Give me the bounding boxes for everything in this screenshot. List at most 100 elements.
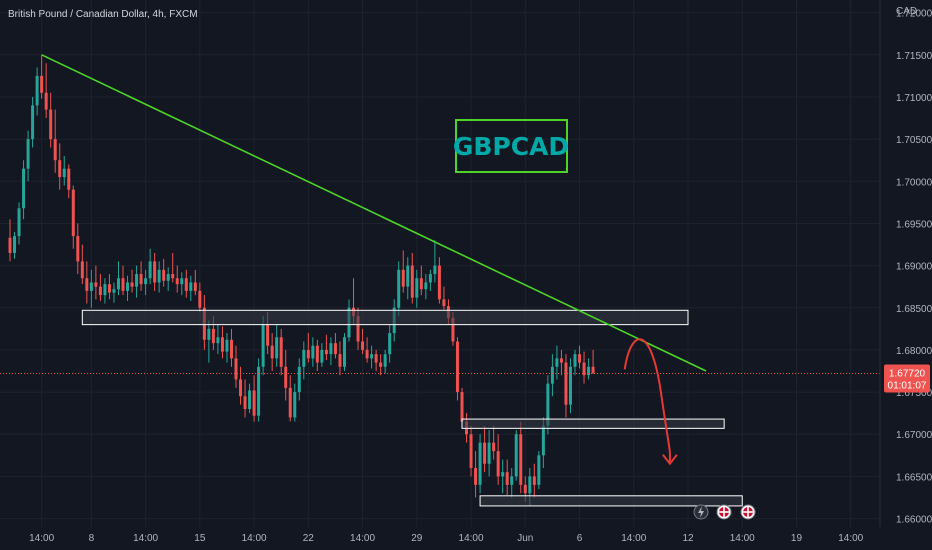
candlestick-series — [8, 54, 595, 506]
candle-body — [510, 476, 514, 485]
candle-body — [175, 278, 179, 285]
candle-body — [80, 261, 84, 279]
uk-flag-icon[interactable] — [716, 504, 732, 520]
candle-body — [189, 282, 193, 291]
candle-body — [315, 345, 319, 363]
candle-bearish — [532, 463, 536, 498]
candle-body — [379, 362, 383, 367]
candle-body — [121, 278, 125, 291]
candle-bearish — [410, 252, 414, 304]
candle-bullish — [537, 451, 541, 490]
candle-body — [383, 354, 387, 367]
time-tick-label: 14:00 — [838, 533, 863, 544]
candle-bearish — [365, 337, 369, 363]
candle-body — [153, 261, 157, 283]
candle-bearish — [184, 269, 188, 298]
candle-body — [428, 274, 432, 283]
candle-body — [35, 75, 39, 106]
candle-body — [537, 455, 541, 485]
candle-bullish — [62, 155, 66, 186]
candle-body — [112, 289, 116, 293]
candle-bearish — [582, 351, 586, 384]
candle-bearish — [49, 92, 53, 148]
candle-bearish — [496, 434, 500, 485]
zone-rectangle[interactable] — [461, 418, 725, 429]
candle-body — [361, 341, 365, 350]
candle-bearish — [361, 328, 365, 355]
zone-rectangle[interactable] — [479, 495, 743, 507]
candle-bearish — [234, 345, 238, 388]
candle-bearish — [139, 261, 143, 291]
chart-grid — [0, 0, 880, 527]
candle-bearish — [171, 252, 175, 283]
candle-bearish — [80, 244, 84, 285]
candle-body — [180, 278, 184, 285]
projection-arrow[interactable] — [623, 338, 678, 466]
candle-body — [17, 208, 21, 237]
candle-body — [207, 328, 211, 340]
candle-body — [469, 434, 473, 468]
lightning-icon[interactable] — [693, 504, 709, 520]
event-icons[interactable] — [693, 504, 756, 520]
candle-bearish — [315, 339, 319, 372]
candle-body — [270, 345, 274, 359]
candle-bearish — [94, 265, 98, 300]
candle-bullish — [275, 324, 279, 367]
candle-body — [198, 290, 202, 308]
candle-bullish — [573, 349, 577, 376]
candle-body — [492, 442, 496, 452]
candle-bearish — [252, 375, 256, 422]
candle-bearish — [559, 349, 563, 376]
candle-bearish — [379, 354, 383, 376]
candle-bearish — [374, 349, 378, 372]
candle-bearish — [243, 379, 247, 418]
candle-body — [297, 366, 301, 393]
candle-body — [437, 265, 441, 300]
uk-flag-icon[interactable] — [740, 504, 756, 520]
candle-bullish — [383, 349, 387, 374]
descending-trendline[interactable] — [41, 54, 707, 372]
candle-bullish — [397, 261, 401, 317]
candle-bullish — [35, 67, 39, 116]
candle-body — [98, 286, 102, 296]
candle-body — [564, 362, 568, 405]
candle-bearish — [578, 345, 582, 369]
candle-bearish — [469, 425, 473, 477]
candle-bullish — [248, 383, 252, 414]
candle-bearish — [220, 326, 224, 359]
candle-body — [193, 282, 197, 291]
price-tick-label: 1.68000 — [896, 346, 932, 357]
candle-body — [116, 278, 120, 290]
candle-bearish — [44, 63, 48, 119]
candle-body — [76, 236, 80, 262]
currency-label: CAD — [896, 6, 917, 17]
candle-bearish — [324, 334, 328, 361]
candle-body — [532, 476, 536, 485]
candle-bullish — [320, 343, 324, 367]
candle-bearish — [455, 337, 459, 401]
candle-bullish — [135, 265, 139, 298]
candle-body — [126, 282, 130, 291]
candle-bullish — [216, 324, 220, 355]
candle-body — [157, 269, 161, 283]
time-tick-label: 15 — [194, 533, 206, 544]
candle-body — [501, 472, 505, 477]
support-resistance-zones[interactable] — [81, 309, 743, 507]
candle-bullish — [487, 430, 491, 477]
symbol-label-frame — [455, 119, 568, 173]
candle-bearish — [175, 265, 179, 293]
price-tick-label: 1.69000 — [896, 262, 932, 273]
candle-body — [519, 434, 523, 485]
time-tick-label: Jun — [517, 533, 533, 544]
candle-body — [555, 358, 559, 367]
price-tick-label: 1.70000 — [896, 177, 932, 188]
candle-body — [40, 75, 44, 93]
candle-body — [8, 237, 12, 253]
current-price-tag: 1.67720 01:01:07 — [884, 364, 930, 393]
candle-bearish — [130, 269, 134, 293]
candle-body — [306, 349, 310, 359]
zone-rectangle[interactable] — [81, 309, 689, 326]
candle-body — [528, 476, 532, 494]
symbol-label-box[interactable]: GBPCAD — [453, 119, 569, 173]
